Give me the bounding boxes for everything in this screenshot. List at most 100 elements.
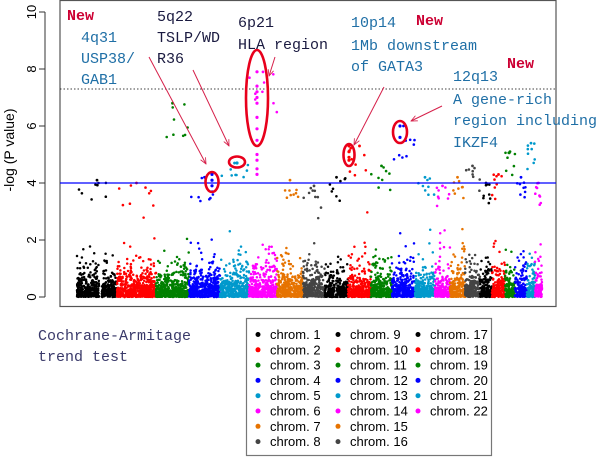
data-point	[352, 284, 356, 288]
data-point	[131, 289, 134, 293]
data-point	[294, 277, 297, 280]
data-point	[155, 288, 158, 291]
data-point	[268, 290, 271, 293]
data-point	[320, 293, 324, 296]
data-point	[232, 260, 235, 264]
data-point	[397, 293, 401, 296]
data-point	[187, 281, 191, 284]
data-point	[400, 278, 404, 282]
data-point	[388, 188, 392, 192]
data-point	[183, 281, 186, 284]
data-point	[97, 294, 101, 298]
data-point	[291, 265, 295, 268]
data-point	[212, 295, 215, 298]
data-point	[109, 291, 113, 295]
data-point	[197, 286, 201, 289]
data-point	[256, 271, 260, 275]
data-point	[153, 237, 156, 240]
data-point	[120, 287, 124, 291]
data-point	[245, 288, 249, 291]
data-point	[213, 273, 216, 277]
data-point	[378, 279, 381, 282]
data-point	[123, 272, 126, 276]
data-point	[170, 284, 173, 287]
data-point	[319, 274, 322, 278]
data-point	[236, 279, 240, 283]
data-point	[95, 270, 99, 273]
data-point	[329, 262, 332, 265]
data-point	[85, 294, 88, 297]
data-point	[87, 295, 90, 298]
data-point	[309, 186, 313, 190]
data-point	[97, 291, 100, 295]
data-point	[125, 257, 129, 261]
data-point	[287, 277, 290, 281]
data-point	[389, 269, 392, 272]
data-point	[342, 269, 346, 272]
data-point	[355, 279, 358, 282]
data-point	[397, 267, 400, 270]
data-point	[155, 279, 159, 282]
data-point	[368, 263, 371, 266]
data-point	[390, 256, 393, 259]
peak-point	[233, 161, 236, 165]
data-point	[335, 279, 338, 282]
data-point	[159, 284, 162, 287]
data-point	[405, 154, 408, 158]
data-point	[104, 252, 107, 255]
data-point	[105, 259, 108, 263]
data-point	[369, 295, 373, 299]
data-point	[235, 173, 238, 177]
data-point	[298, 256, 302, 260]
data-point	[286, 273, 289, 276]
data-point	[155, 276, 158, 279]
data-point	[334, 294, 338, 297]
data-point	[152, 264, 156, 268]
data-point	[211, 281, 215, 285]
data-point	[183, 263, 186, 266]
data-point	[267, 248, 270, 251]
data-point	[332, 274, 336, 277]
data-point	[183, 286, 186, 290]
data-point	[244, 274, 248, 278]
data-point	[187, 272, 190, 276]
data-point	[189, 291, 193, 295]
data-point	[398, 290, 401, 294]
data-point	[117, 289, 120, 292]
data-point	[193, 272, 196, 276]
data-point	[364, 245, 367, 249]
data-point	[285, 196, 289, 199]
data-point	[132, 293, 135, 297]
data-point	[303, 291, 306, 294]
data-point	[356, 295, 360, 298]
data-point	[119, 272, 122, 275]
data-point	[358, 264, 361, 267]
data-point	[135, 283, 138, 286]
data-point	[186, 293, 189, 297]
data-point	[177, 290, 180, 293]
data-point	[390, 262, 394, 265]
data-point	[353, 173, 357, 177]
data-point	[229, 168, 232, 171]
data-point	[246, 262, 250, 266]
data-point	[361, 287, 365, 290]
data-point	[364, 169, 368, 172]
data-point	[357, 272, 361, 276]
data-point	[277, 276, 281, 279]
data-point	[88, 245, 92, 248]
data-point	[372, 285, 376, 289]
data-point	[143, 283, 146, 287]
data-point	[431, 251, 435, 254]
data-point	[197, 247, 201, 250]
data-point	[337, 288, 340, 292]
data-point	[409, 285, 413, 289]
peak-point	[312, 184, 316, 188]
data-point	[363, 251, 367, 255]
data-point	[134, 289, 137, 293]
data-point	[242, 268, 246, 271]
data-point	[116, 267, 119, 270]
data-point	[162, 283, 165, 286]
data-point	[172, 133, 175, 136]
data-point	[398, 281, 401, 284]
data-point	[286, 294, 289, 298]
